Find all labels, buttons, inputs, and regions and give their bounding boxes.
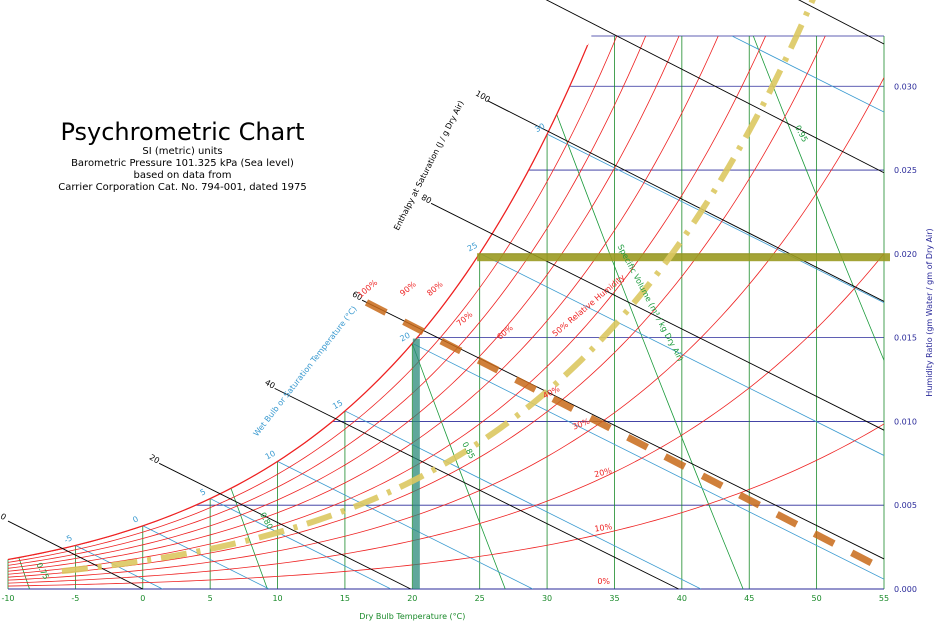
- x-tick-label: 20: [407, 594, 417, 603]
- wet-bulb-axis-label: Wet Bulb or Saturation Temperature (°C): [252, 305, 359, 439]
- y-tick-label: 0.030: [894, 82, 917, 91]
- x-tick-label: 15: [340, 594, 350, 603]
- x-tick-label: 45: [744, 594, 754, 603]
- chart-title-main: Psychrometric: [60, 118, 231, 146]
- wet-bulb-label: 30: [533, 122, 546, 135]
- chart-title-second: Chart: [238, 118, 305, 146]
- wet-bulb-line: [479, 252, 884, 589]
- relative-humidity-label: 100%: [356, 278, 380, 300]
- wet-bulb-label: 20: [399, 331, 412, 344]
- relative-humidity-label: 60%: [495, 323, 515, 342]
- x-tick-label: 50: [812, 594, 822, 603]
- relative-humidity-curve: [8, 253, 884, 584]
- y-axis-label: Humidity Ratio (gm Water / gm of Dry Air…: [925, 228, 934, 396]
- relative-humidity-curve: [8, 77, 884, 581]
- wet-bulb-line: [614, 36, 884, 589]
- y-tick-label: 0.005: [894, 501, 917, 510]
- chart-title-block: Psychrometric Chart SI (metric) units Ba…: [40, 118, 325, 194]
- enthalpy-line: [7, 520, 143, 590]
- relative-humidity-label: 30%: [571, 416, 591, 431]
- highlight-humidity-ratio-bar: [477, 253, 890, 262]
- y-tick-label: 0.025: [894, 166, 917, 175]
- specific-volume-line: [8, 36, 30, 589]
- specific-volume-label: 0.95: [793, 124, 809, 144]
- enthalpy-axis-label: Enthalpy at Saturation (J / g Dry Air): [392, 99, 466, 232]
- wet-bulb-line: [209, 498, 392, 589]
- y-tick-label: 0.015: [894, 334, 917, 343]
- enthalpy-line: [545, 0, 885, 174]
- specific-volume-line: [752, 36, 884, 589]
- enthalpy-label: 0: [0, 512, 8, 522]
- overlay-dashed-wet-bulb: [364, 299, 875, 567]
- relative-humidity-curve: [8, 36, 884, 563]
- specific-volume-label: 0.80: [258, 511, 274, 531]
- enthalpy-line: [274, 388, 679, 590]
- x-tick-label: 35: [609, 594, 619, 603]
- enthalpy-line: [430, 202, 885, 431]
- wet-bulb-label: 10: [264, 449, 277, 462]
- chart-subtitle-2: Barometric Pressure 101.325 kPa (Sea lev…: [71, 158, 294, 169]
- relative-humidity-label: 70%: [455, 310, 475, 329]
- highlight-dry-bulb-bar: [412, 338, 420, 589]
- enthalpy-label: 20: [148, 453, 161, 466]
- y-tick-label: 0.010: [894, 417, 917, 426]
- enthalpy-label: 80: [420, 193, 433, 206]
- relative-humidity-curve: [8, 423, 884, 587]
- x-tick-label: 5: [208, 594, 213, 603]
- wet-bulb-line: [412, 342, 884, 589]
- relative-humidity-label: 90%: [398, 279, 418, 298]
- relative-humidity-label: 20%: [593, 466, 613, 479]
- specific-volume-label: 0.75: [34, 561, 50, 581]
- x-tick-label: 10: [272, 594, 282, 603]
- x-tick-label: -5: [71, 594, 79, 603]
- overlay-marks: [61, 0, 890, 589]
- x-tick-label: 0: [140, 594, 145, 603]
- relative-humidity-curve: [8, 36, 884, 575]
- wet-bulb-label: 0: [131, 514, 140, 524]
- enthalpy-line: [158, 462, 411, 590]
- wet-bulb-label: 15: [331, 398, 344, 411]
- y-tick-label: 0.020: [894, 250, 917, 259]
- wet-bulb-label: 25: [466, 241, 479, 254]
- wet-bulb-line: [277, 460, 533, 589]
- relative-humidity-curve: [8, 36, 884, 569]
- x-tick-label: 30: [542, 594, 552, 603]
- x-tick-label: 25: [475, 594, 485, 603]
- enthalpy-line: [798, 0, 885, 45]
- enthalpy-label: 60: [351, 290, 364, 303]
- wet-bulb-label: -5: [63, 533, 74, 545]
- enthalpy-label: 40: [263, 378, 276, 391]
- x-axis-label: Dry Bulb Temperature (°C): [359, 612, 465, 621]
- chart-title: Psychrometric Chart: [40, 118, 325, 146]
- enthalpy-line: [487, 100, 885, 302]
- x-tick-label: 40: [677, 594, 687, 603]
- chart-subtitle-3: based on data from: [133, 170, 232, 181]
- x-tick-label: -10: [1, 594, 14, 603]
- relative-humidity-label: 80%: [425, 279, 445, 298]
- chart-subtitle-1: SI (metric) units: [142, 146, 223, 157]
- relative-humidity-curve: [8, 36, 884, 578]
- overlay-dashed-rh-curve: [61, 0, 816, 575]
- relative-humidity-curve: [8, 36, 884, 566]
- x-tick-label: 55: [879, 594, 889, 603]
- relative-humidity-label: 10%: [594, 522, 613, 533]
- chart-subtitle-4: Carrier Corporation Cat. No. 794-001, da…: [58, 182, 307, 193]
- specific-volume-line: [527, 36, 744, 589]
- y-tick-label: 0.000: [894, 585, 917, 594]
- wet-bulb-line: [344, 410, 702, 589]
- relative-humidity-curve: [8, 36, 884, 572]
- relative-humidity-curves: [8, 36, 884, 587]
- wet-bulb-label: 5: [199, 487, 208, 497]
- relative-humidity-label: 0%: [597, 577, 610, 586]
